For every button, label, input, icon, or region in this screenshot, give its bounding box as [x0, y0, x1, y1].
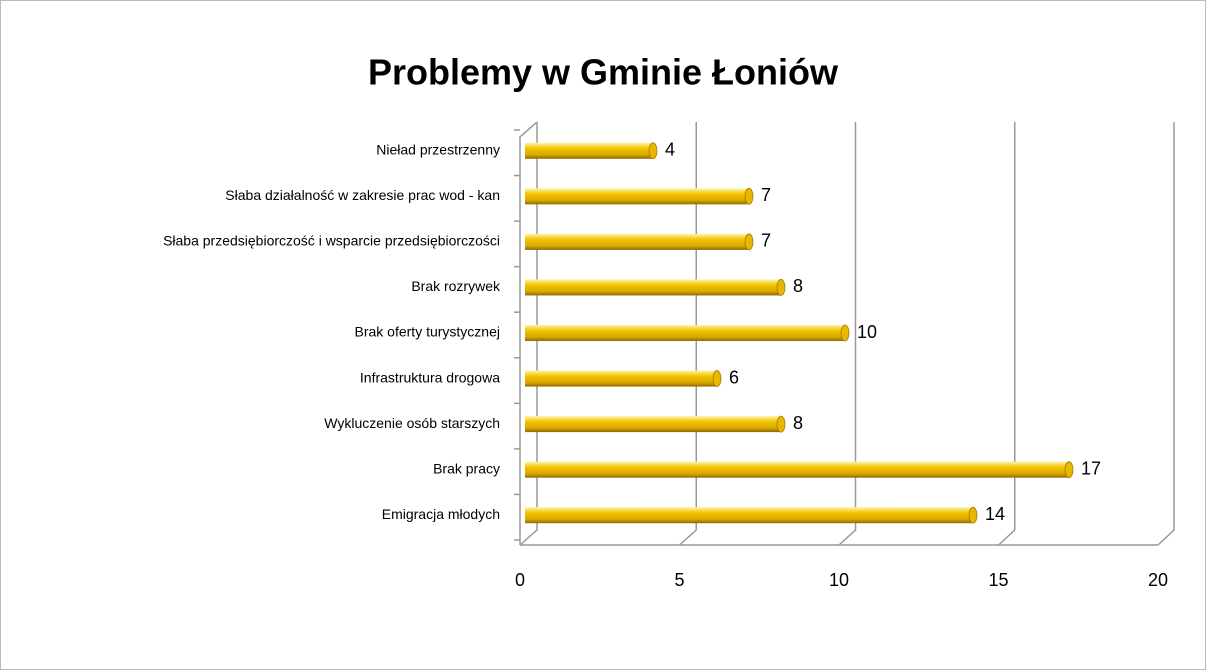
bar-cap	[712, 370, 722, 387]
y-tick-label: Brak rozrywek	[411, 278, 501, 294]
bar-cap	[776, 279, 786, 296]
y-tick-label: Wykluczenie osób starszych	[324, 415, 500, 431]
bar	[525, 188, 749, 205]
value-label: 8	[793, 413, 803, 433]
y-tick-label: Brak oferty turystycznej	[355, 324, 501, 340]
y-tick-label: Słaba przedsiębiorczość i wsparcie przed…	[163, 233, 500, 249]
bar	[525, 325, 845, 341]
grid-line	[1157, 122, 1175, 546]
bar-cap	[840, 324, 850, 342]
bar	[525, 233, 749, 250]
x-tick-label: 20	[1148, 570, 1168, 590]
value-label: 6	[729, 367, 739, 387]
bar	[525, 142, 653, 159]
bar	[525, 461, 1069, 478]
bar-cap	[1064, 461, 1074, 479]
grid-line	[678, 122, 697, 546]
value-label: 8	[793, 276, 803, 296]
x-tick-label: 0	[515, 570, 525, 590]
value-label: 7	[761, 231, 771, 251]
y-tick-label: Nieład przestrzenny	[376, 141, 500, 157]
y-tick-label: Emigracja młodych	[382, 506, 500, 522]
bar	[525, 279, 781, 296]
bar	[525, 507, 973, 524]
x-tick-label: 5	[674, 570, 684, 590]
bar-cap	[648, 142, 658, 160]
bar	[525, 370, 717, 387]
y-tick-label: Słaba działalność w zakresie prac wod - …	[225, 187, 500, 203]
value-label: 4	[665, 140, 675, 160]
bar-cap	[968, 506, 978, 524]
bar-cap	[776, 415, 786, 433]
value-label: 10	[857, 322, 877, 342]
chart-title: Problemy w Gminie Łoniów	[368, 52, 839, 93]
y-tick-label: Brak pracy	[433, 460, 500, 476]
bar-cap	[744, 187, 754, 205]
bar-cap	[744, 233, 754, 251]
grid-line	[519, 122, 538, 546]
grid-line	[838, 122, 857, 546]
left-wall	[519, 121, 538, 545]
bar	[525, 416, 781, 433]
value-label: 14	[985, 504, 1005, 524]
x-tick-label: 10	[829, 570, 849, 590]
value-label: 17	[1081, 458, 1101, 478]
y-tick-label: Infrastruktura drogowa	[360, 369, 500, 385]
value-label: 7	[761, 185, 771, 205]
grid-line	[997, 122, 1016, 546]
x-tick-label: 15	[988, 570, 1008, 590]
